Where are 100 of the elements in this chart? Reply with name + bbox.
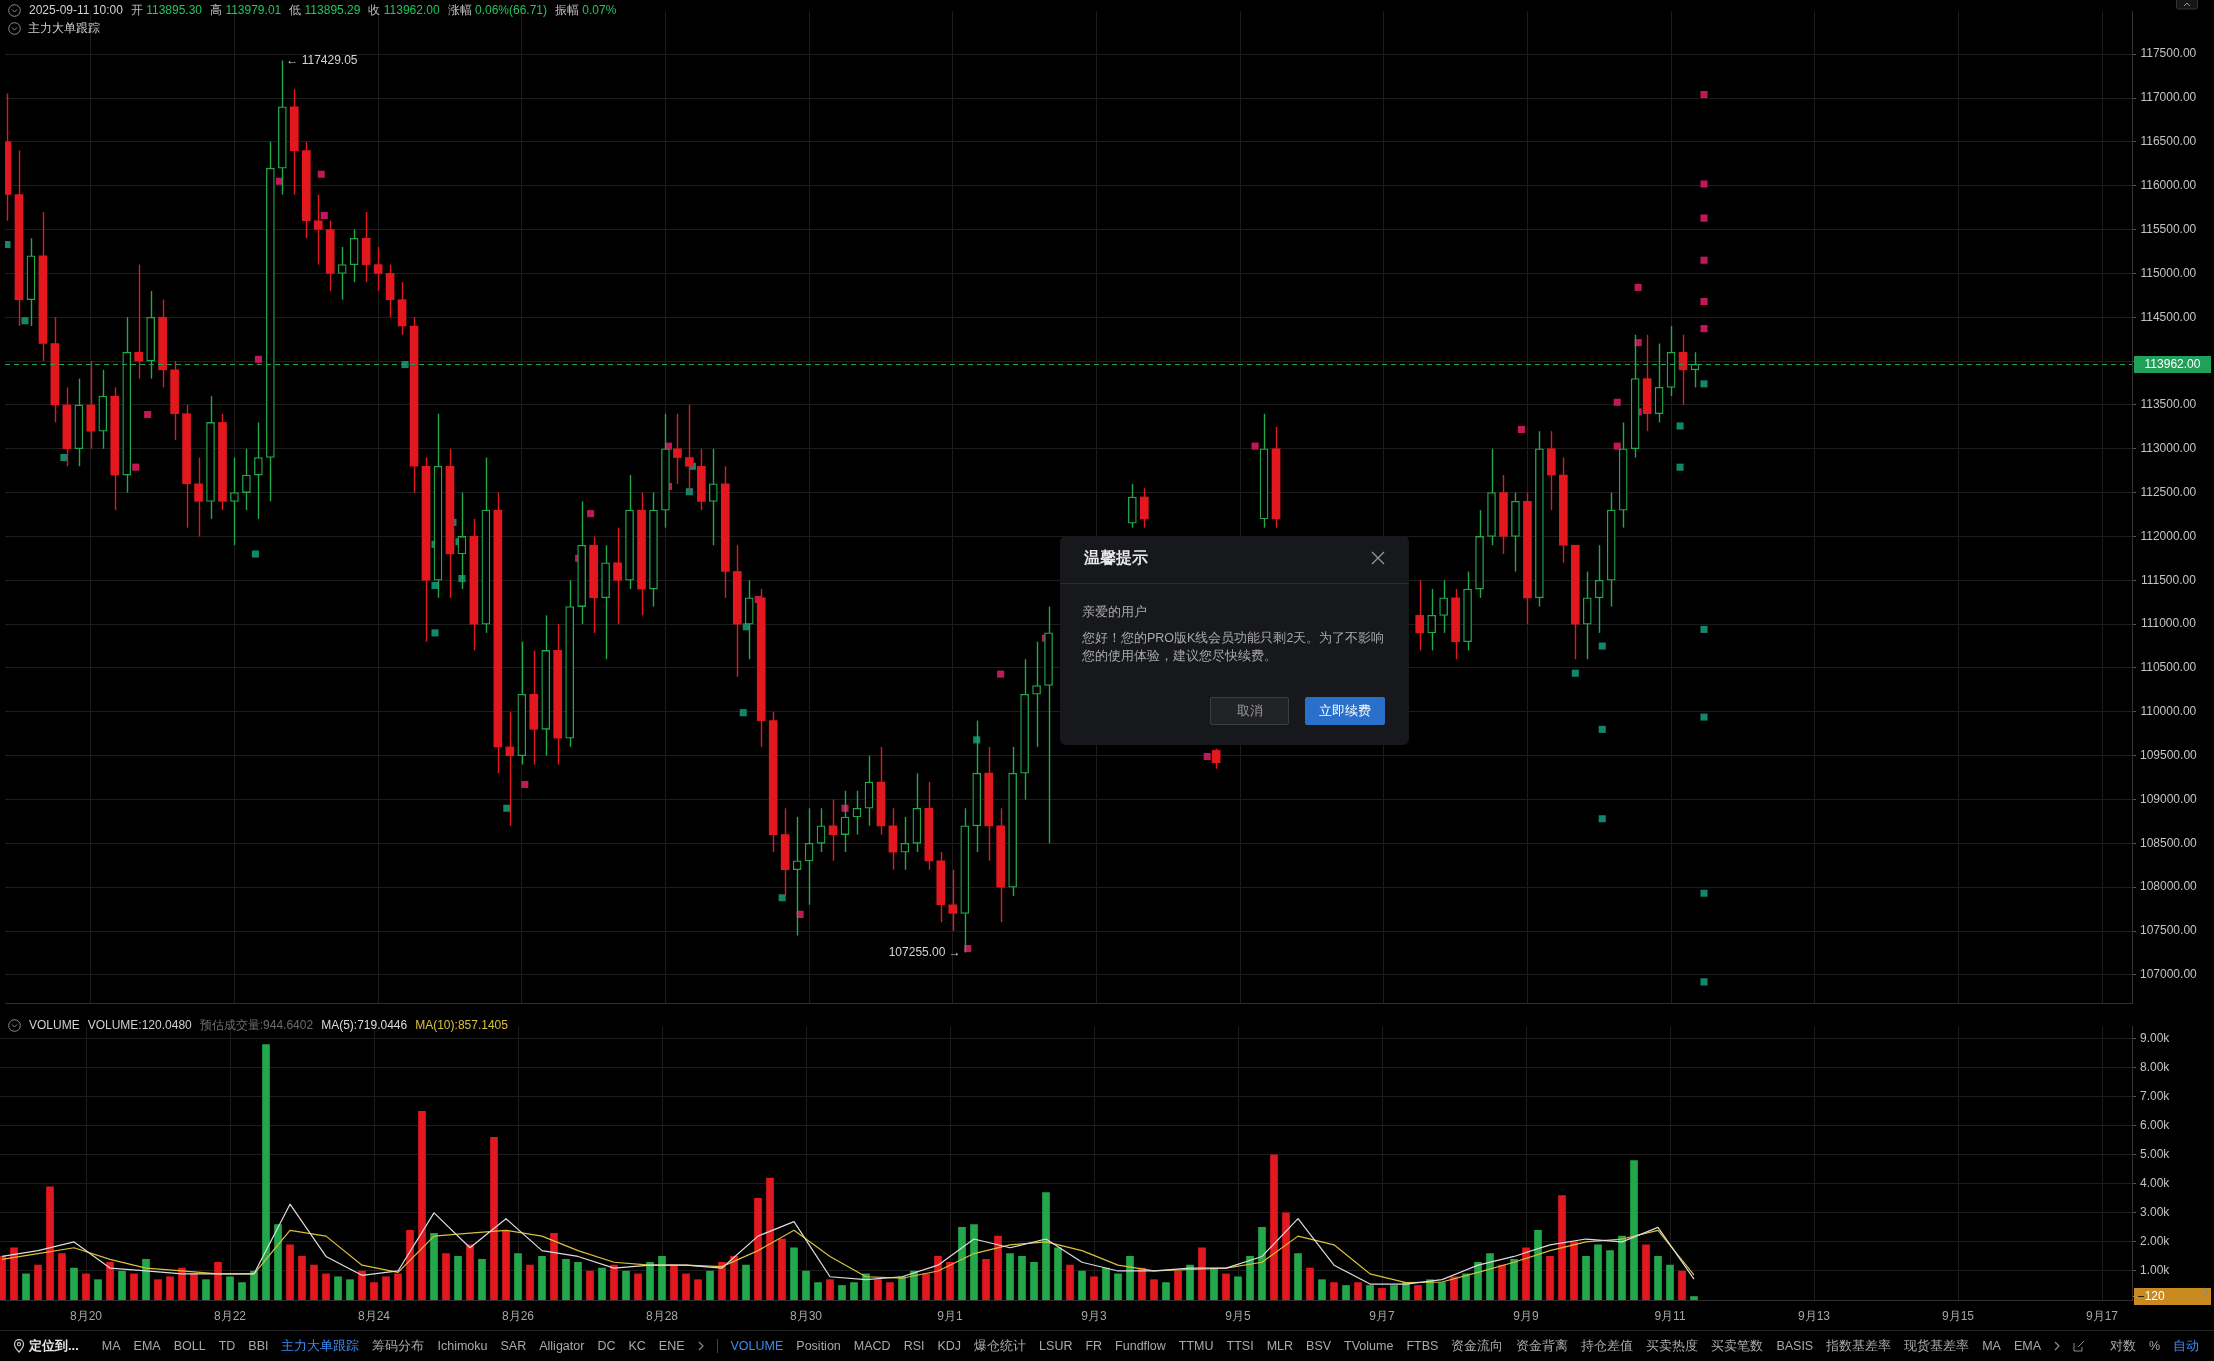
bar [1006, 1253, 1014, 1300]
bar [670, 1264, 678, 1300]
annotation: 振幅 0.07% [555, 2, 617, 17]
bar [514, 1253, 522, 1300]
bar [526, 1264, 534, 1300]
text: TVolume [1344, 1339, 1394, 1353]
text: MA(5):719.0446 [321, 1018, 408, 1032]
y-tick-label: 117000.00 [2140, 90, 2197, 105]
bar [718, 1261, 726, 1300]
bar [1414, 1285, 1422, 1300]
text: Alligator [539, 1339, 585, 1353]
bar [790, 1247, 798, 1300]
bar [1558, 1195, 1566, 1300]
bar [754, 1198, 762, 1300]
bar [1270, 1154, 1278, 1300]
y-tick-label: 7.00k [2140, 1089, 2171, 1104]
candlestick [1439, 579, 1448, 634]
chart-title: VOLUME [29, 1018, 80, 1032]
bar [34, 1264, 42, 1300]
bar [934, 1256, 942, 1300]
annotation: 亲爱的用户 [1082, 604, 1148, 621]
y-tick-label: 116500.00 [2140, 134, 2197, 149]
y-tick-label: 112000.00 [2140, 528, 2197, 543]
bar [802, 1270, 810, 1300]
bar [250, 1270, 258, 1300]
bar [766, 1177, 774, 1300]
text: 定位到... [29, 1337, 79, 1355]
bar [178, 1267, 186, 1300]
bar [730, 1256, 738, 1300]
bar [1330, 1282, 1338, 1300]
button[interactable]: 立即续费 [1305, 697, 1385, 725]
bar [562, 1259, 570, 1300]
bar [1690, 1296, 1698, 1300]
y-tick-label: 115500.00 [2140, 221, 2197, 236]
y-tick-label: 107000.00 [2140, 967, 2198, 982]
annotation: 107255.00 → [888, 944, 961, 959]
bar [0, 1256, 6, 1300]
bar [814, 1282, 822, 1300]
bar [70, 1267, 78, 1300]
text: MLR [1266, 1339, 1294, 1353]
bar [1294, 1253, 1302, 1300]
text: RSI [903, 1339, 925, 1353]
y-tick-label: 111500.00 [2140, 572, 2197, 587]
annotation: 涨幅 0.06%(66.71) [447, 2, 547, 17]
text: TTMU [1178, 1339, 1214, 1353]
y-tick-label: 4.00k [2140, 1176, 2171, 1191]
bar [1186, 1264, 1194, 1300]
candlestick [373, 246, 383, 292]
bar [1438, 1282, 1446, 1300]
text: Fundflow [1115, 1339, 1166, 1353]
candlestick [816, 807, 826, 853]
bar [946, 1261, 954, 1300]
y-tick-label: 112500.00 [2140, 484, 2197, 499]
bar [202, 1279, 210, 1300]
bar [1138, 1267, 1146, 1300]
bar [1546, 1256, 1554, 1300]
y-tick-label: 108000.00 [2140, 879, 2198, 894]
bar [1606, 1250, 1614, 1300]
text: MACD [853, 1339, 891, 1353]
candlestick [900, 816, 910, 871]
candlestick [242, 448, 251, 511]
y-tick-label: 107500.00 [2140, 923, 2198, 938]
bar [1510, 1259, 1518, 1300]
text: EMA [2013, 1339, 2042, 1353]
text: 现货基差率 [1904, 1337, 1970, 1355]
bar [1450, 1276, 1458, 1300]
bar [1114, 1273, 1122, 1300]
bar [922, 1273, 930, 1300]
x-tick-label: 8月26 [501, 1308, 535, 1323]
bar [742, 1264, 750, 1300]
bar [1474, 1261, 1482, 1300]
bar [1666, 1264, 1674, 1300]
bar [550, 1232, 558, 1300]
text: MA [101, 1339, 121, 1353]
bar [1354, 1282, 1362, 1300]
x-tick-label: 9月5 [1225, 1308, 1251, 1323]
bar [646, 1261, 654, 1300]
bar [322, 1273, 330, 1300]
candlestick [804, 807, 814, 906]
text: 爆仓统计 [974, 1337, 1027, 1355]
candlestick [828, 798, 838, 862]
candlestick [134, 263, 144, 380]
text: BOLL [173, 1339, 206, 1353]
bar [490, 1137, 498, 1300]
bar [430, 1232, 438, 1300]
bar [1582, 1256, 1590, 1300]
x-tick-label: 8月24 [357, 1308, 391, 1323]
bar [838, 1285, 846, 1300]
annotation: 开 113895.30 [130, 2, 203, 17]
bar [850, 1282, 858, 1300]
bar [1282, 1212, 1290, 1300]
text: SAR [500, 1339, 527, 1353]
bar [1030, 1261, 1038, 1300]
bar [1054, 1247, 1062, 1300]
bar [1642, 1244, 1650, 1300]
y-tick-label: 116000.00 [2140, 178, 2197, 193]
button[interactable]: 取消 [1210, 697, 1289, 725]
bar [382, 1276, 390, 1300]
candlestick [948, 868, 958, 932]
text: KDJ [937, 1339, 962, 1353]
